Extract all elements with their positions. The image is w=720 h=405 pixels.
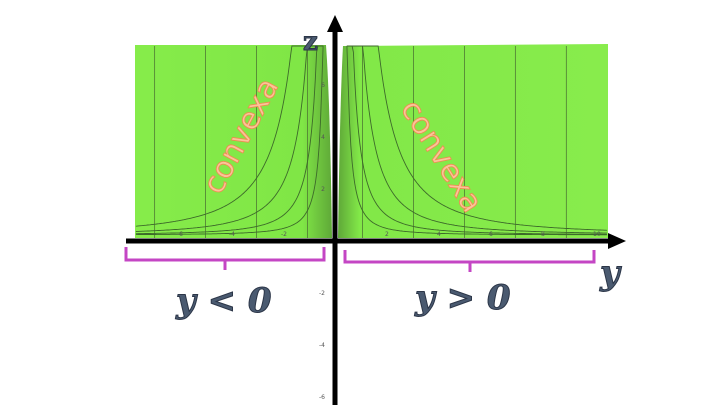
condition-right: y > 0	[414, 278, 511, 318]
level-curve	[346, 45, 607, 235]
bracket-left	[124, 247, 326, 270]
z-axis-label: z	[303, 27, 318, 57]
level-curve	[346, 45, 607, 231]
tick-label-z: 6	[321, 82, 325, 89]
tick-label-y: 10	[593, 231, 601, 238]
z-axis-arrow	[327, 15, 343, 32]
level-curve	[346, 45, 607, 234]
level-curve	[135, 45, 324, 227]
tick-labels: -6 -4 -2 2 4 6 8 10 2 4 6 -2 -4 -6	[177, 82, 601, 401]
tick-label-y: 6	[489, 231, 493, 238]
tick-label-y: -6	[177, 231, 183, 238]
tick-label-z: 4	[321, 134, 325, 141]
tick-label-z: 2	[321, 186, 325, 193]
level-curves	[135, 45, 607, 236]
tick-label-y: -2	[281, 231, 287, 238]
tick-label-y: 4	[437, 231, 441, 238]
surface-right	[338, 44, 608, 238]
level-curve	[135, 45, 324, 235]
tick-label-y: 2	[385, 231, 389, 238]
y-axis-arrow	[608, 233, 626, 249]
surface-left	[135, 45, 332, 238]
level-curve	[135, 45, 324, 236]
level-curve	[135, 45, 324, 232]
condition-left: y < 0	[175, 281, 272, 321]
tick-label-z: -4	[319, 342, 325, 349]
tick-label-y: -4	[229, 231, 235, 238]
tick-label-z: -6	[319, 394, 325, 401]
level-curve	[346, 45, 607, 236]
tick-label-y: 8	[541, 231, 545, 238]
y-axis-label: y	[599, 253, 622, 293]
surface-gridlines	[154, 46, 567, 238]
bracket-right	[343, 250, 596, 272]
tick-label-z: -2	[319, 290, 325, 297]
